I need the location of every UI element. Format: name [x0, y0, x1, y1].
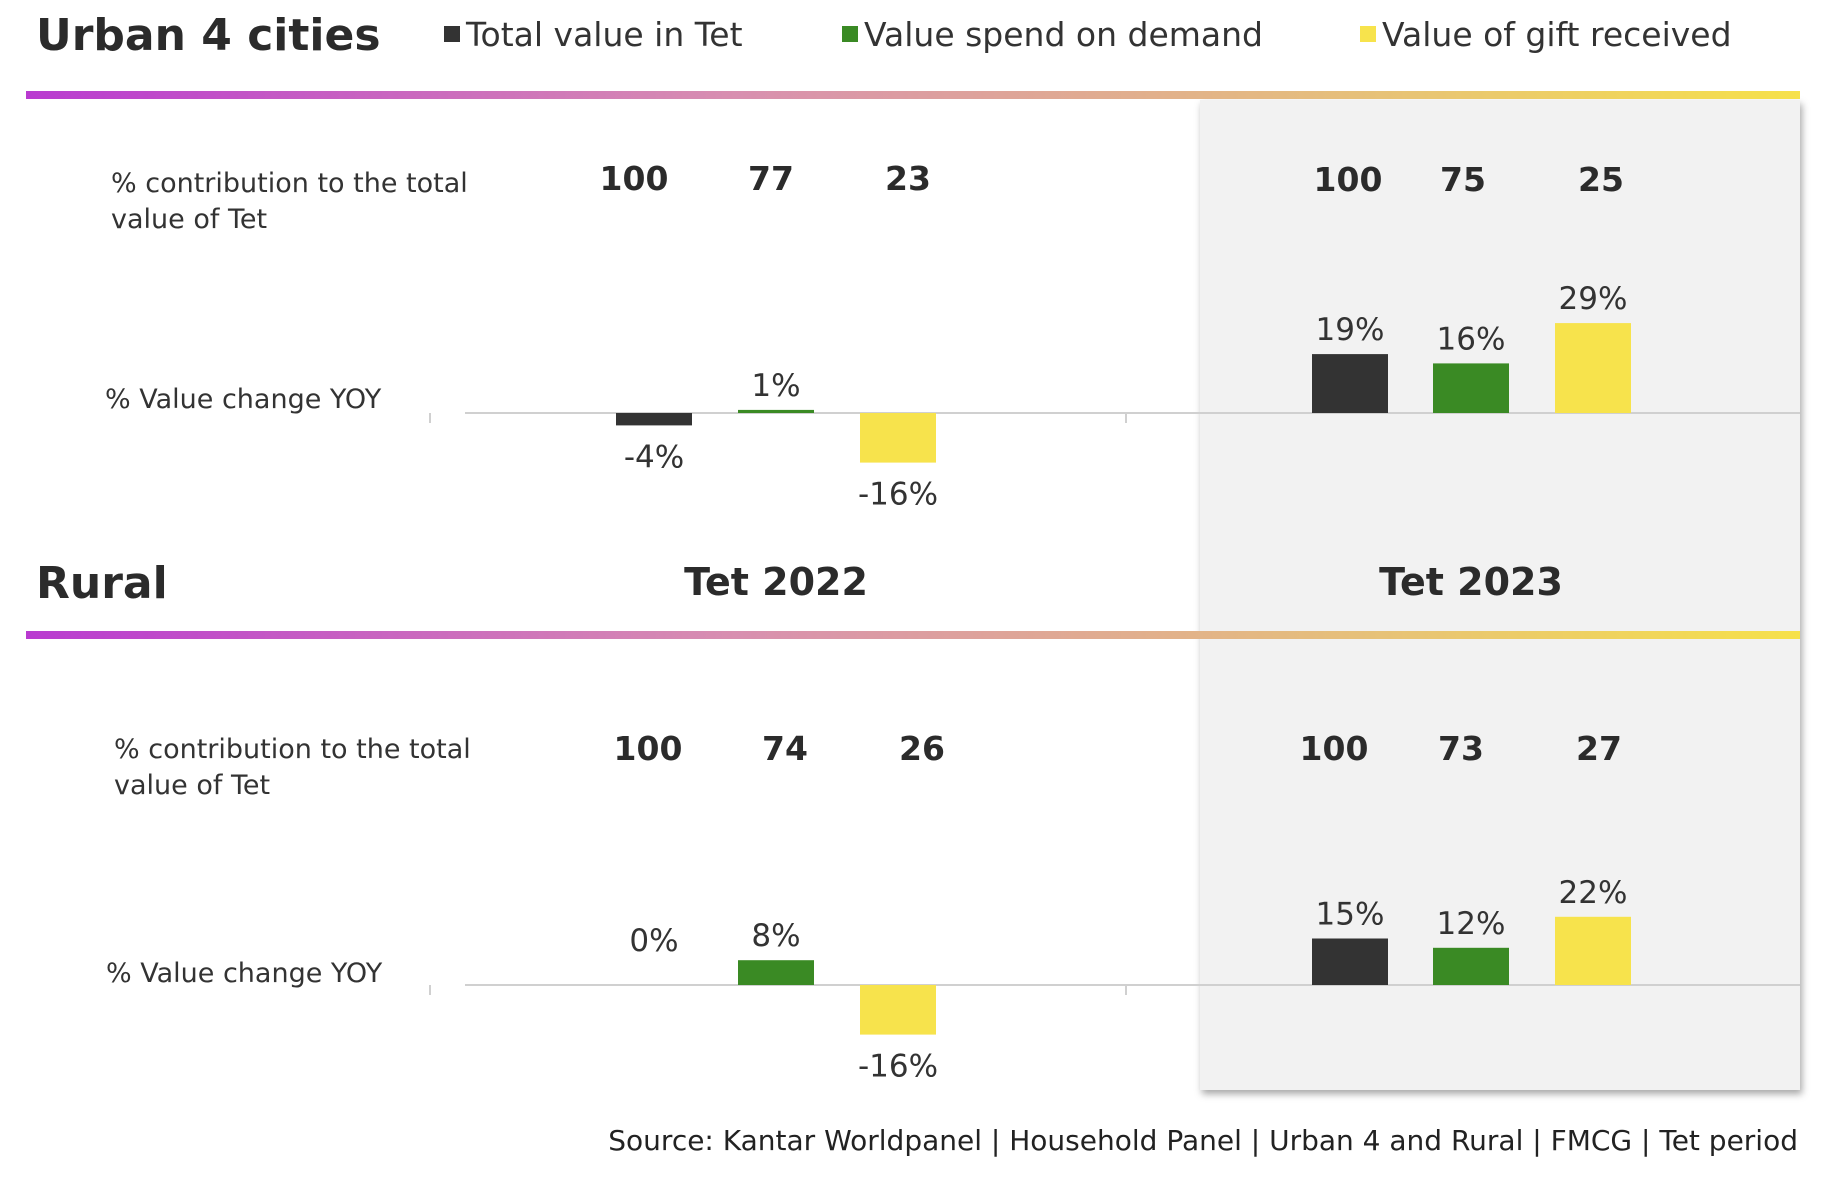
- rural-divider: [26, 631, 1800, 639]
- urban-label-demand-2022: 1%: [751, 368, 800, 404]
- rural-label-demand-2023: 12%: [1437, 906, 1506, 942]
- legend-swatch-gift: [1360, 26, 1376, 42]
- rural-contrib-gift-2023: 27: [1576, 729, 1622, 768]
- rural-contrib-total-2022: 100: [613, 729, 683, 768]
- urban-contrib-total-2023: 100: [1313, 160, 1383, 199]
- rural-contrib-gift-2022: 26: [899, 729, 945, 768]
- urban-bar-total-2022: [616, 413, 692, 426]
- urban-label-total-2023: 19%: [1316, 312, 1385, 348]
- rural-bar-gift-2022: [860, 985, 936, 1035]
- legend-label-gift: Value of gift received: [1382, 14, 1732, 54]
- period-label-2022: Tet 2022: [684, 560, 868, 604]
- urban-contrib-gift-2023: 25: [1578, 160, 1624, 199]
- urban-label-demand-2023: 16%: [1437, 321, 1506, 357]
- rural-contrib-demand-2023: 73: [1438, 729, 1484, 768]
- urban-contrib-demand-2023: 75: [1440, 160, 1486, 199]
- urban-contrib-gift-2022: 23: [885, 159, 931, 198]
- urban-divider: [26, 91, 1800, 99]
- urban-contrib-label: % contribution to the total value of Tet: [111, 168, 468, 235]
- urban-bar-gift-2022: [860, 413, 936, 463]
- rural-bar-demand-2022: [738, 960, 814, 985]
- rural-label-total-2022: 0%: [629, 923, 678, 959]
- legend-item-gift: Value of gift received: [1360, 12, 1732, 56]
- rural-label-total-2023: 15%: [1316, 897, 1385, 933]
- period-label-2023: Tet 2023: [1379, 560, 1563, 604]
- urban-label-gift-2022: -16%: [858, 477, 938, 513]
- urban-label-gift-2023: 29%: [1559, 281, 1628, 317]
- legend-item-total: Total value in Tet: [444, 12, 743, 56]
- legend-label-demand: Value spend on demand: [864, 14, 1263, 54]
- urban-bar-demand-2022: [738, 409, 814, 413]
- urban-contrib-demand-2022: 77: [748, 159, 794, 198]
- urban-contrib-total-2022: 100: [599, 159, 669, 198]
- legend-item-demand: Value spend on demand: [842, 12, 1263, 56]
- urban-bar-demand-2023: [1433, 363, 1509, 413]
- legend-label-total: Total value in Tet: [466, 14, 743, 54]
- rural-change-label: % Value change YOY: [106, 958, 383, 989]
- rural-bar-total-2023: [1312, 938, 1388, 985]
- urban-bar-gift-2023: [1555, 323, 1631, 413]
- urban-change-label: % Value change YOY: [105, 384, 382, 415]
- rural-bar-gift-2023: [1555, 916, 1631, 985]
- tet-2023-panel: [1200, 100, 1800, 1090]
- rural-bar-demand-2023: [1433, 947, 1509, 985]
- rural-label-gift-2022: -16%: [858, 1049, 938, 1085]
- rural-label-gift-2023: 22%: [1559, 875, 1628, 911]
- rural-contrib-total-2023: 100: [1299, 729, 1369, 768]
- legend-swatch-demand: [842, 26, 858, 42]
- urban-title: Urban 4 cities: [36, 10, 381, 61]
- urban-label-total-2022: -4%: [624, 439, 684, 475]
- urban-bar-total-2023: [1312, 354, 1388, 413]
- rural-label-demand-2022: 8%: [751, 918, 800, 954]
- rural-title: Rural: [36, 558, 168, 609]
- source-note: Source: Kantar Worldpanel | Household Pa…: [608, 1124, 1798, 1157]
- rural-contrib-label: % contribution to the total value of Tet: [114, 734, 471, 801]
- rural-contrib-demand-2022: 74: [762, 729, 808, 768]
- legend-swatch-total: [444, 26, 460, 42]
